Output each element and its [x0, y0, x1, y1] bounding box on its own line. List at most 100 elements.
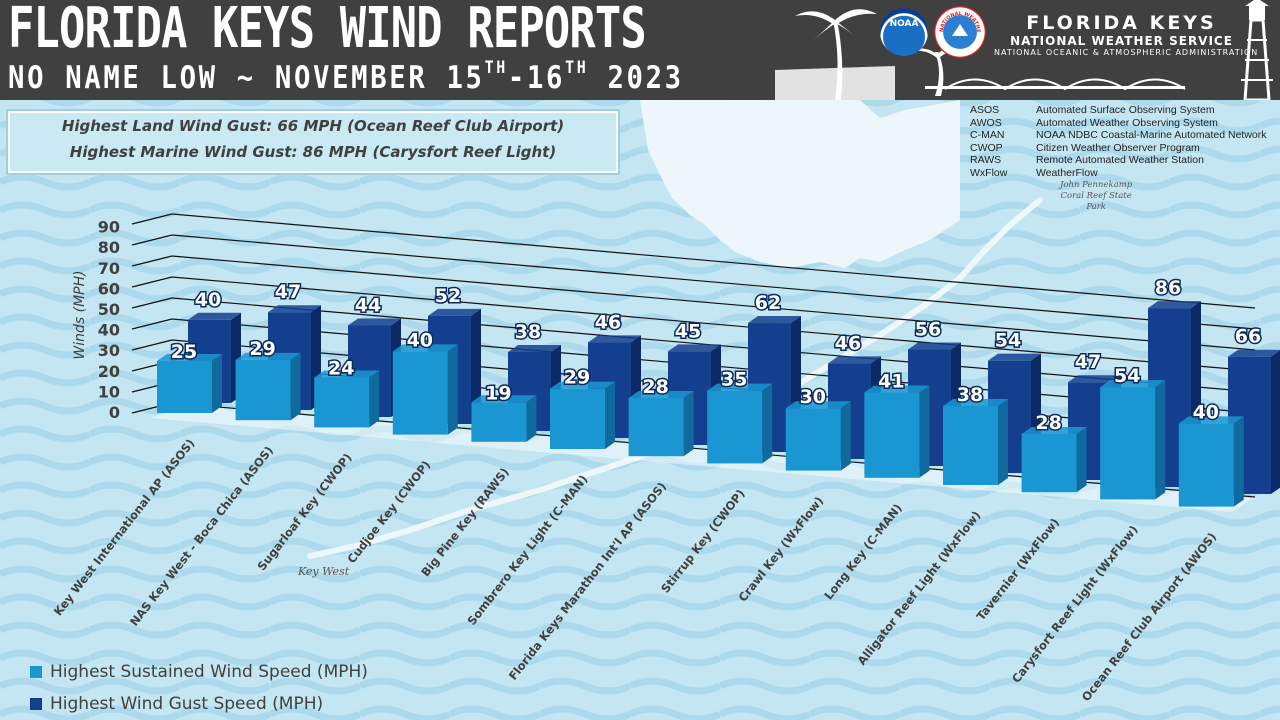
category-label: Stirrup Key (CWOP) — [658, 487, 747, 596]
y-tick-label: 10 — [98, 382, 120, 401]
sustained-bar — [235, 359, 291, 421]
gridline — [131, 339, 173, 351]
y-tick-label: 90 — [98, 218, 120, 237]
sustained-bar — [1021, 433, 1077, 493]
sustained-bar-top — [235, 352, 301, 360]
agency-block: FLORIDA KEYS NATIONAL WEATHER SERVICE NA… — [994, 12, 1259, 57]
sustained-bar-side — [526, 395, 537, 442]
sustained-bar-side — [212, 354, 222, 413]
category-label: Long Key (C-MAN) — [821, 501, 904, 602]
gridline — [131, 276, 173, 288]
highlights-box: Highest Land Wind Gust: 66 MPH (Ocean Re… — [8, 111, 618, 173]
category-label: Crawl Key (WxFlow) — [735, 494, 826, 605]
y-tick-label: 0 — [109, 403, 120, 422]
abbr-row: WxFlow WeatherFlow — [970, 166, 1098, 179]
sustained-bar — [785, 408, 841, 471]
gust-bar-side — [1271, 350, 1280, 494]
y-axis-label: Winds (MPH) — [72, 270, 88, 359]
sustained-value-label: 24 — [328, 357, 354, 379]
agency-line-3: NATIONAL OCEANIC & ATMOSPHERIC ADMINISTR… — [994, 48, 1259, 57]
gust-bar-top — [988, 353, 1041, 361]
abbr-row: CWOP Citizen Weather Observer Program — [970, 141, 1200, 154]
sustained-bar-side — [369, 370, 380, 428]
gust-bar-top — [1148, 301, 1201, 309]
gust-value-label: 47 — [275, 281, 301, 303]
y-tick-label: 60 — [98, 279, 120, 298]
sustained-bar — [1100, 387, 1156, 500]
agency-line-2: NATIONAL WEATHER SERVICE — [1010, 34, 1233, 48]
sustained-value-label: 19 — [485, 382, 511, 404]
sustained-bar — [157, 361, 212, 413]
category-label: Florida Keys Marathon Int'l AP (ASOS) — [506, 479, 669, 682]
sustained-bar-top — [628, 390, 694, 398]
legend-swatch-sustained — [30, 666, 42, 678]
gust-value-label: 44 — [355, 294, 381, 316]
sustained-bar — [864, 392, 920, 478]
category-label: Tavernier (WxFlow) — [974, 515, 1062, 623]
gust-bar-top — [908, 342, 961, 350]
gridline — [171, 255, 1256, 351]
gust-value-label: 86 — [1155, 277, 1181, 299]
mainland-map-shape — [640, 100, 960, 268]
agency-line-1: FLORIDA KEYS — [1026, 12, 1217, 34]
legend-item-sustained: Highest Sustained Wind Speed (MPH) — [30, 656, 368, 688]
category-label: NAS Key West - Boca Chica (ASOS) — [127, 443, 276, 628]
gust-bar-side — [471, 308, 481, 424]
sustained-bar-top — [864, 385, 930, 393]
abbreviation-legend: ASOS Automated Surface Observing System A… — [970, 104, 1267, 180]
sustained-value-label: 40 — [1193, 401, 1219, 423]
sustained-bar-side — [762, 383, 773, 464]
gust-value-label: 46 — [835, 332, 861, 354]
gust-value-label: 62 — [755, 292, 781, 314]
sustained-bar-side — [683, 390, 694, 457]
y-tick-label: 30 — [98, 341, 120, 360]
sustained-bar-top — [707, 383, 773, 391]
gust-bar-top — [588, 335, 641, 343]
sustained-bar-side — [1076, 426, 1087, 493]
sustained-value-label: 41 — [878, 371, 904, 393]
gridline — [131, 213, 173, 225]
gust-value-label: 46 — [595, 311, 621, 333]
abbr-row: C-MAN NOAA NDBC Coastal-Marine Automated … — [970, 129, 1267, 142]
sustained-value-label: 38 — [957, 384, 983, 406]
gust-value-label: 54 — [995, 330, 1021, 352]
sustained-bar-top — [1021, 426, 1087, 434]
sustained-value-label: 28 — [642, 376, 668, 398]
gust-bar-top — [428, 308, 481, 316]
category-label: Big Pine Key (RAWS) — [418, 465, 512, 579]
noaa-logo: NOAA — [880, 8, 928, 56]
highest-land-gust: Highest Land Wind Gust: 66 MPH (Ocean Re… — [61, 117, 565, 135]
sustained-bar — [550, 388, 605, 449]
chart-legend: Highest Sustained Wind Speed (MPH) Highe… — [30, 656, 368, 720]
gust-value-label: 45 — [675, 320, 701, 342]
sustained-bar-side — [840, 401, 851, 471]
gust-bar-top — [1228, 349, 1280, 357]
sustained-bar-top — [471, 395, 537, 403]
palm-tree-lighthouse-illustration — [775, 0, 1273, 100]
sustained-bar — [1178, 423, 1234, 507]
gust-value-label: 52 — [435, 285, 461, 307]
y-tick-label: 40 — [98, 321, 120, 340]
sustained-value-label: 30 — [800, 386, 826, 408]
gridline — [131, 234, 173, 246]
category-label: Key West International AP (ASOS) — [51, 436, 198, 618]
sustained-bar-side — [1233, 416, 1244, 507]
legend-item-gust: Highest Wind Gust Speed (MPH) — [30, 688, 368, 720]
gust-value-label: 38 — [515, 321, 541, 343]
abbr-row: RAWS Remote Automated Weather Station — [970, 154, 1204, 167]
abbr-row: ASOS Automated Surface Observing System — [970, 104, 1215, 116]
sustained-bar — [943, 405, 998, 485]
page-subtitle: NO NAME LOW ~ NOVEMBER 15TH-16TH 2023 — [8, 58, 684, 96]
y-tick-label: 50 — [98, 300, 120, 319]
category-label: Sugarloaf Key (CWOP) — [255, 451, 355, 574]
gridline — [171, 276, 1256, 372]
sustained-bar-top — [785, 401, 851, 409]
gridline — [171, 234, 1256, 330]
gust-value-label: 40 — [195, 289, 221, 311]
sustained-bar — [471, 402, 527, 442]
gust-bar-top — [668, 344, 721, 352]
category-label: Cudjoe Key (CWOP) — [344, 458, 433, 566]
sustained-bar-side — [1155, 380, 1166, 500]
sustained-value-label: 35 — [721, 369, 747, 391]
